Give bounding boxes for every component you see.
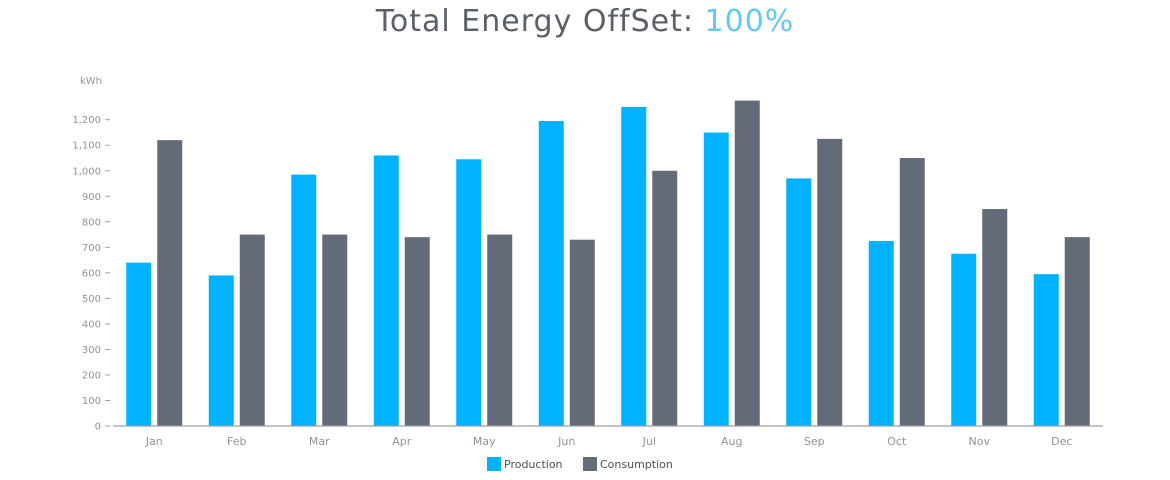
consumption-bar <box>899 158 925 426</box>
y-tick-label: 1,100 <box>72 141 101 152</box>
consumption-bar <box>1064 237 1090 426</box>
y-tick-label: 600 <box>82 268 101 279</box>
bar-group <box>868 158 925 426</box>
x-tick-label: Sep <box>804 435 825 448</box>
legend: Production Consumption <box>487 457 673 471</box>
x-tick-label: Jan <box>145 435 163 448</box>
legend-item-production: Production <box>487 457 563 471</box>
y-tick-label: 300 <box>82 345 101 356</box>
production-bar <box>1033 274 1059 426</box>
y-tick-label: 1,200 <box>72 115 101 126</box>
production-bar <box>868 240 894 426</box>
x-tick-label: Jun <box>557 435 575 448</box>
y-axis-unit-label: kWh <box>80 76 102 87</box>
x-tick-label: Dec <box>1051 435 1072 448</box>
production-bar <box>786 178 812 426</box>
y-tick-label: 400 <box>82 319 101 330</box>
bar-group <box>1033 237 1090 426</box>
consumption-bar <box>817 138 843 426</box>
y-tick-label: 100 <box>82 396 101 407</box>
bar-group <box>373 155 430 426</box>
production-bar <box>703 132 729 426</box>
consumption-bar <box>239 234 265 426</box>
bar-group <box>703 100 760 426</box>
consumption-bar <box>157 140 183 426</box>
x-tick-label: May <box>473 435 496 448</box>
legend-label: Consumption <box>600 458 673 471</box>
y-tick-label: 1,000 <box>72 166 101 177</box>
consumption-bar <box>487 234 513 426</box>
y-axis: 0 100 200 300 400 500 600 700 800 900 1,000 1,100 1,… <box>72 115 110 433</box>
consumption-bar <box>322 234 348 426</box>
y-tick-label: 500 <box>82 294 101 305</box>
bar-group <box>291 174 348 426</box>
x-tick-label: Nov <box>969 435 991 448</box>
production-bar <box>373 155 399 426</box>
y-tick-label: 700 <box>82 243 101 254</box>
x-tick-label: Aug <box>721 435 742 448</box>
y-tick-label: 800 <box>82 217 101 228</box>
consumption-bar <box>569 239 595 426</box>
production-bar <box>538 120 564 426</box>
consumption-bar <box>734 100 760 426</box>
bar-group <box>456 159 513 426</box>
chart-title: Total Energy OffSet: 100% <box>0 4 1170 39</box>
production-bar <box>208 275 234 426</box>
x-tick-label: Mar <box>309 435 330 448</box>
y-tick-label: 200 <box>82 370 101 381</box>
bar-series <box>126 100 1090 426</box>
bar-group <box>786 138 843 426</box>
production-bar <box>291 174 317 426</box>
x-axis: Jan Feb Mar Apr May Jun Jul Aug Sep Oct Nov Dec <box>113 425 1103 448</box>
production-bar <box>456 159 482 426</box>
consumption-bar <box>652 170 678 426</box>
x-tick-label: Oct <box>887 435 907 448</box>
production-bar <box>951 253 977 426</box>
bar-group <box>126 140 183 426</box>
bar-group <box>538 120 595 426</box>
legend-item-consumption: Consumption <box>583 457 673 471</box>
legend-label: Production <box>504 458 563 471</box>
consumption-bar <box>404 237 430 426</box>
offset-percentage: 100% <box>704 4 795 39</box>
bar-group <box>208 234 265 426</box>
x-tick-label: Apr <box>392 435 412 448</box>
bar-group <box>951 209 1008 426</box>
production-bar <box>621 106 647 426</box>
consumption-bar <box>982 209 1008 426</box>
legend-swatch <box>487 457 501 471</box>
bar-group <box>621 106 678 426</box>
production-bar <box>126 262 152 426</box>
x-tick-label: Jul <box>642 435 656 448</box>
y-tick-label: 900 <box>82 192 101 203</box>
y-tick-label: 0 <box>95 422 101 433</box>
x-tick-label: Feb <box>227 435 246 448</box>
legend-swatch <box>583 457 597 471</box>
chart-title-text: Total Energy OffSet: <box>375 4 705 39</box>
